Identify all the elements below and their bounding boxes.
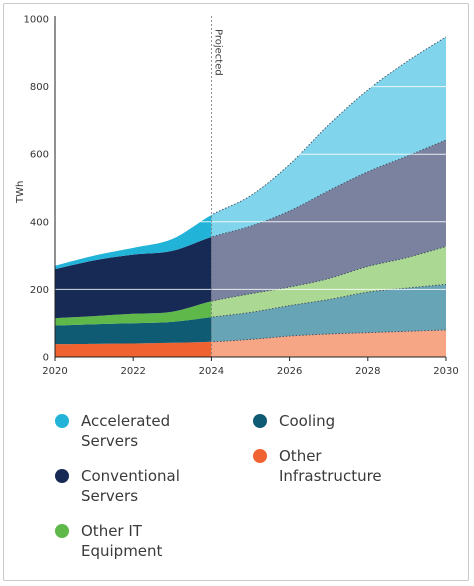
boundary-cooling bbox=[211, 283, 446, 318]
legend-item-accelerated-servers: Accelerated Servers bbox=[55, 411, 170, 451]
area-conventional-servers-historical bbox=[55, 237, 212, 319]
legend-label-other-infrastructure: Other Infrastructure bbox=[279, 447, 382, 485]
area-cooling-historical bbox=[55, 317, 212, 345]
axes bbox=[54, 16, 446, 358]
area-other-infrastructure-projected bbox=[211, 329, 446, 357]
boundary-other-infrastructure bbox=[211, 329, 446, 343]
area-other-it-equipment-projected bbox=[211, 246, 446, 318]
legend-swatch-accelerated-servers bbox=[55, 414, 69, 428]
gridlines bbox=[55, 16, 446, 357]
y-tick-0: 0 bbox=[43, 353, 49, 364]
legend-swatch-other-it-equipment bbox=[55, 524, 69, 538]
y-axis-label: TWh bbox=[15, 181, 26, 204]
y-tick-800: 800 bbox=[30, 82, 49, 93]
legend-label-other-it-equipment: Other IT Equipment bbox=[81, 522, 163, 560]
legend-label-cooling: Cooling bbox=[279, 412, 336, 430]
x-tick-2020: 2020 bbox=[42, 366, 67, 377]
area-other-infrastructure-historical bbox=[55, 341, 212, 357]
projected-annotation: Projected bbox=[212, 29, 223, 76]
area-cooling-projected bbox=[211, 284, 446, 342]
x-tick-2022: 2022 bbox=[120, 366, 145, 377]
y-tick-1000: 1000 bbox=[24, 15, 49, 26]
legend-item-cooling: Cooling bbox=[253, 411, 335, 431]
x-tick-2026: 2026 bbox=[277, 366, 302, 377]
legend-item-other-it-equipment: Other IT Equipment bbox=[55, 521, 162, 561]
legend-swatch-conventional-servers bbox=[55, 469, 69, 483]
y-tick-600: 600 bbox=[30, 150, 49, 161]
x-tick-2030: 2030 bbox=[433, 366, 458, 377]
x-tick-2024: 2024 bbox=[199, 366, 224, 377]
legend-label-accelerated-servers: Accelerated Servers bbox=[81, 412, 171, 450]
area-conventional-servers-projected bbox=[211, 140, 446, 302]
area-other-it-equipment-historical bbox=[55, 301, 212, 326]
legend-swatch-cooling bbox=[253, 414, 267, 428]
area-accelerated-servers-historical bbox=[55, 215, 212, 270]
legend-label-conventional-servers: Conventional Servers bbox=[81, 467, 180, 505]
legend-item-conventional-servers: Conventional Servers bbox=[55, 466, 180, 506]
legend-swatch-other-infrastructure bbox=[253, 449, 267, 463]
boundary-other-it-equipment bbox=[211, 246, 446, 302]
legend-item-other-infrastructure: Other Infrastructure bbox=[253, 446, 382, 486]
y-tick-200: 200 bbox=[30, 285, 49, 296]
y-tick-400: 400 bbox=[30, 217, 49, 228]
area-layers bbox=[55, 36, 446, 357]
x-tick-2028: 2028 bbox=[355, 366, 380, 377]
tick-labels: 0 200 400 600 800 1000 2020 2022 2024 2026 2028 203… bbox=[24, 15, 459, 378]
stacked-area-chart: 0 200 400 600 800 1000 2020 2022 2024 2026 2028 203… bbox=[15, 15, 459, 378]
